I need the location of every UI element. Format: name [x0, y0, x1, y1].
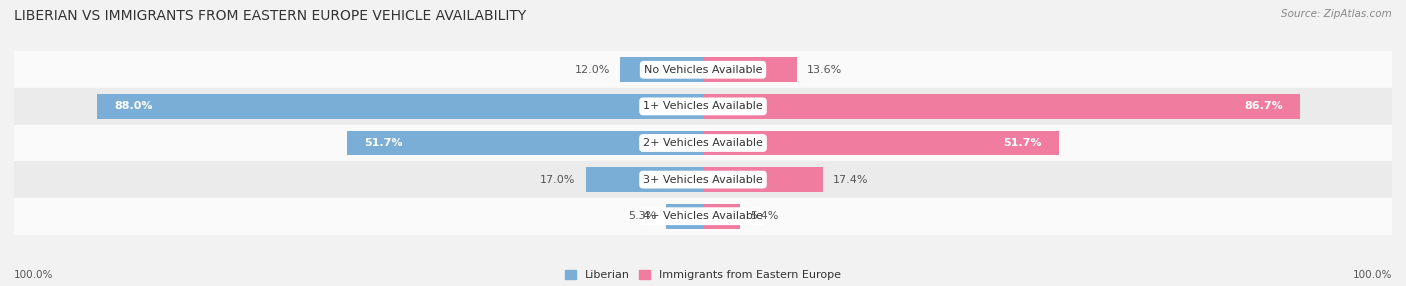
Bar [14, 198, 1392, 235]
Bar [14, 125, 1392, 161]
Bar [97, 94, 703, 119]
Text: 1+ Vehicles Available: 1+ Vehicles Available [643, 102, 763, 111]
Bar [586, 167, 703, 192]
Bar [703, 57, 797, 82]
Bar [666, 204, 703, 229]
Text: 51.7%: 51.7% [364, 138, 402, 148]
Bar [14, 51, 1392, 88]
Bar [703, 204, 740, 229]
Text: 5.3%: 5.3% [628, 211, 657, 221]
Text: 88.0%: 88.0% [114, 102, 152, 111]
Bar [347, 130, 703, 156]
Text: No Vehicles Available: No Vehicles Available [644, 65, 762, 75]
Text: 2+ Vehicles Available: 2+ Vehicles Available [643, 138, 763, 148]
Text: 17.4%: 17.4% [834, 175, 869, 184]
Bar [703, 167, 823, 192]
Text: 86.7%: 86.7% [1244, 102, 1284, 111]
Legend: Liberian, Immigrants from Eastern Europe: Liberian, Immigrants from Eastern Europe [565, 270, 841, 281]
Bar [14, 88, 1392, 125]
Bar [703, 94, 1301, 119]
Text: 100.0%: 100.0% [14, 270, 53, 280]
Bar [703, 130, 1059, 156]
Text: Source: ZipAtlas.com: Source: ZipAtlas.com [1281, 9, 1392, 19]
Bar [14, 161, 1392, 198]
Text: 5.4%: 5.4% [751, 211, 779, 221]
Text: 4+ Vehicles Available: 4+ Vehicles Available [643, 211, 763, 221]
Text: 17.0%: 17.0% [540, 175, 575, 184]
Text: 100.0%: 100.0% [1353, 270, 1392, 280]
Bar [620, 57, 703, 82]
Text: 13.6%: 13.6% [807, 65, 842, 75]
Text: 3+ Vehicles Available: 3+ Vehicles Available [643, 175, 763, 184]
Text: LIBERIAN VS IMMIGRANTS FROM EASTERN EUROPE VEHICLE AVAILABILITY: LIBERIAN VS IMMIGRANTS FROM EASTERN EURO… [14, 9, 526, 23]
Text: 12.0%: 12.0% [575, 65, 610, 75]
Text: 51.7%: 51.7% [1004, 138, 1042, 148]
